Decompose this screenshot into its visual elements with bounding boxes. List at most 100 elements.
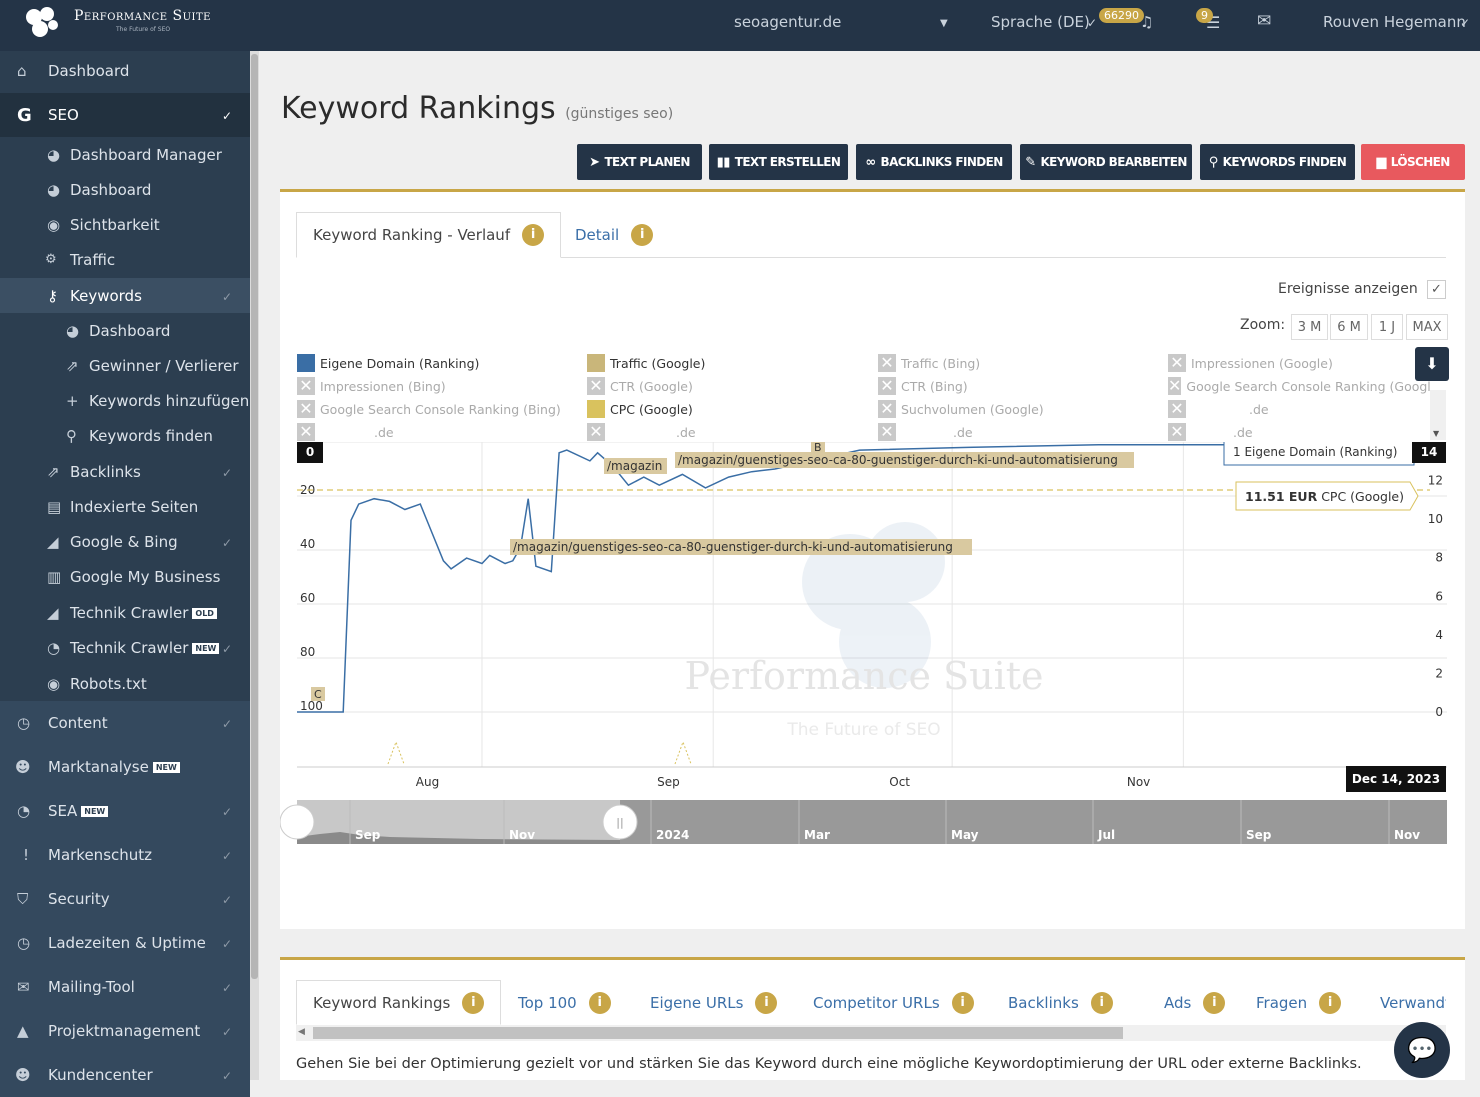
events-checkbox[interactable]: ✓ [1427,280,1446,299]
sidebar-item-gewinner[interactable]: ⇗ Gewinner / Verlierer [66,356,239,375]
annotation[interactable]: C [311,687,325,701]
tab-detail[interactable]: Detail i [559,212,669,258]
sidebar-item-kw-find[interactable]: ⚲ Keywords finden [66,426,213,445]
info-icon[interactable]: i [1319,991,1342,1014]
sidebar-item-sea[interactable]: ◔ SEA NEW ✓ [0,789,250,833]
tab-verlauf[interactable]: Keyword Ranking - Verlauf i [296,212,562,258]
tab-verwandt[interactable]: Verwandt [1380,993,1446,1012]
sidebar-scrollbar-thumb[interactable] [251,54,258,979]
chat-icon[interactable]: 💬 [1394,1022,1450,1078]
info-icon[interactable]: i [951,991,974,1014]
logo-icon[interactable] [20,5,62,39]
sidebar-item-seo[interactable]: G SEO ✓ [0,93,250,137]
backlinks-find-button[interactable]: ∞ BACKLINKS FINDEN [856,144,1012,180]
paper-plane-icon: ➤ [589,154,600,170]
sidebar-item-markt[interactable]: ☻ Marktanalyse NEW [0,745,250,789]
sidebar-item-seo-dashboard[interactable]: ◕ Dashboard [47,180,152,199]
info-icon[interactable]: i [1090,991,1113,1014]
mail-icon[interactable]: ✉ [1257,11,1272,31]
sidebar-item-keywords[interactable]: ⚷ Keywords ✓ [0,278,250,313]
annotation[interactable]: B [811,442,825,454]
legend-impr-bing[interactable]: ✕ Impressionen (Bing) [297,377,446,395]
zoom-1j[interactable]: 1 J [1371,314,1403,340]
sidebar-item-marken[interactable]: ! Markenschutz ✓ [0,833,250,877]
info-icon[interactable]: i [462,991,485,1014]
sidebar-item-sichtbarkeit[interactable]: ◉ Sichtbarkeit [47,215,160,234]
tab-top-100[interactable]: Top 100 i [502,980,627,1025]
legend-ctr-google[interactable]: ✕ CTR (Google) [587,377,693,395]
legend-traffic-google[interactable]: Traffic (Google) [587,354,705,372]
tab-fragen[interactable]: Fragen i [1240,980,1357,1025]
sidebar-item-crawler-old[interactable]: ◢ Technik Crawler OLD [0,595,250,630]
sidebar-item-crawler-new[interactable]: ◔ Technik Crawler NEW ✓ [47,638,233,657]
legend-impr-google[interactable]: ✕ Impressionen (Google) [1168,354,1333,372]
info-icon[interactable]: i [631,224,654,246]
sidebar-item-traffic[interactable]: ⚙ Traffic [45,250,116,269]
tab-competitor-urls[interactable]: Competitor URLs i [797,980,990,1025]
legend-domain-5[interactable]: ✕ .de [1168,423,1253,441]
sidebar-item-security[interactable]: ⛉ Security ✓ [0,877,250,921]
chevron-down-icon[interactable]: ▼ [940,18,948,29]
navigator-handle-right[interactable] [602,804,638,840]
text-create-button[interactable]: ▮▮ TEXT ERSTELLEN [709,144,848,180]
chevron-down-icon[interactable]: ▼ [1433,429,1440,438]
keywords-find-button[interactable]: ⚲ KEYWORDS FINDEN [1200,144,1355,180]
sidebar-item-gmb[interactable]: ▥ Google My Business [47,567,221,586]
legend-domain-1[interactable]: ✕ .de [1168,400,1269,418]
sidebar-item-google-bing[interactable]: ◢ Google & Bing ✓ [47,532,233,551]
legend-own[interactable]: Eigene Domain (Ranking) [297,354,479,372]
sidebar-item-projekt[interactable]: ▲ Projektmanagement ✓ [0,1009,250,1053]
user-menu[interactable]: Rouven Hegemann [1323,13,1466,31]
language-select[interactable]: Sprache (DE) [991,13,1090,31]
sidebar-item-dashboard[interactable]: ⌂ Dashboard [17,61,130,80]
info-icon[interactable]: i [588,991,611,1014]
sidebar-item-ladezeiten[interactable]: ◷ Ladezeiten & Uptime ✓ [0,921,250,965]
sidebar-item-kw-dashboard[interactable]: ◕ Dashboard [66,321,171,340]
sidebar-item-mailing[interactable]: ✉ Mailing-Tool ✓ [0,965,250,1009]
ranking-chart[interactable]: Performance Suite The Future of SEO 2040… [280,442,1465,857]
tab-eigene-urls[interactable]: Eigene URLs i [634,980,793,1025]
legend-domain-3[interactable]: ✕ .de [587,423,696,441]
tab-backlinks[interactable]: Backlinks i [992,980,1129,1025]
info-icon[interactable]: i [522,224,545,246]
legend-domain-2[interactable]: ✕ .de [297,423,394,441]
legend-scrollbar[interactable]: ▼ [1430,390,1446,440]
domain-select[interactable]: seoagentur.de [734,13,842,31]
annotation[interactable]: /magazin [604,458,667,474]
download-icon[interactable]: ⬇ [1415,347,1449,381]
legend-traffic-bing[interactable]: ✕ Traffic (Bing) [878,354,980,372]
info-icon[interactable]: i [1203,991,1226,1014]
chevron-down-icon[interactable]: ✓ [1087,16,1098,30]
legend-sv-google[interactable]: ✕ Suchvolumen (Google) [878,400,1044,418]
navigator-handle-left[interactable] [280,804,315,840]
sidebar-item-content[interactable]: ◷ Content ✓ [0,701,250,745]
zoom-max[interactable]: MAX [1406,314,1448,340]
annotation[interactable]: /magazin/guenstiges-seo-ca-80-guenstiger… [675,452,1134,468]
legend-gsc-bing[interactable]: ✕ Google Search Console Ranking (Bing) [297,400,561,418]
keyword-edit-button[interactable]: ✎ KEYWORD BEARBEITEN [1020,144,1192,180]
info-icon[interactable]: i [755,991,778,1014]
tabs-scrollbar-thumb[interactable] [313,1027,1123,1039]
sidebar-item-kw-add[interactable]: + Keywords hinzufügen [66,391,250,410]
legend-cpc-google[interactable]: CPC (Google) [587,400,693,418]
sidebar-item-indexed[interactable]: ▤ Indexierte Seiten [47,497,199,516]
sidebar-item-backlinks[interactable]: ⇗ Backlinks ✓ [47,462,233,481]
sidebar-item-robots[interactable]: ◉ Robots.txt [47,674,147,693]
zoom-3m[interactable]: 3 M [1291,314,1328,340]
sidebar-item-kunden[interactable]: ☻ Kundencenter ✓ [0,1053,250,1097]
event-marker[interactable] [674,740,692,765]
delete-button[interactable]: ▆ LÖSCHEN [1361,144,1465,180]
annotation[interactable]: /magazin/guenstiges-seo-ca-80-guenstiger… [510,539,972,555]
chevron-down-icon[interactable]: ✓ [1460,16,1471,30]
tab-keyword-rankings[interactable]: Keyword Rankings i [296,980,502,1025]
event-marker[interactable] [387,740,405,765]
zoom-6m[interactable]: 6 M [1330,314,1368,340]
legend-gsc-google[interactable]: ✕ Google Search Console Ranking (Googl [1168,377,1430,395]
chevron-left-icon[interactable]: ◀ [298,1027,305,1037]
text-plan-button[interactable]: ➤ TEXT PLANEN [577,144,702,180]
sidebar-item-dashboard-manager[interactable]: ◕ Dashboard Manager [47,145,222,164]
legend-ctr-bing[interactable]: ✕ CTR (Bing) [878,377,968,395]
tabs-scrollbar[interactable]: ◀ [296,1025,1446,1041]
legend-domain-4[interactable]: ✕ .de [878,423,973,441]
tab-ads[interactable]: Ads i [1148,980,1241,1025]
